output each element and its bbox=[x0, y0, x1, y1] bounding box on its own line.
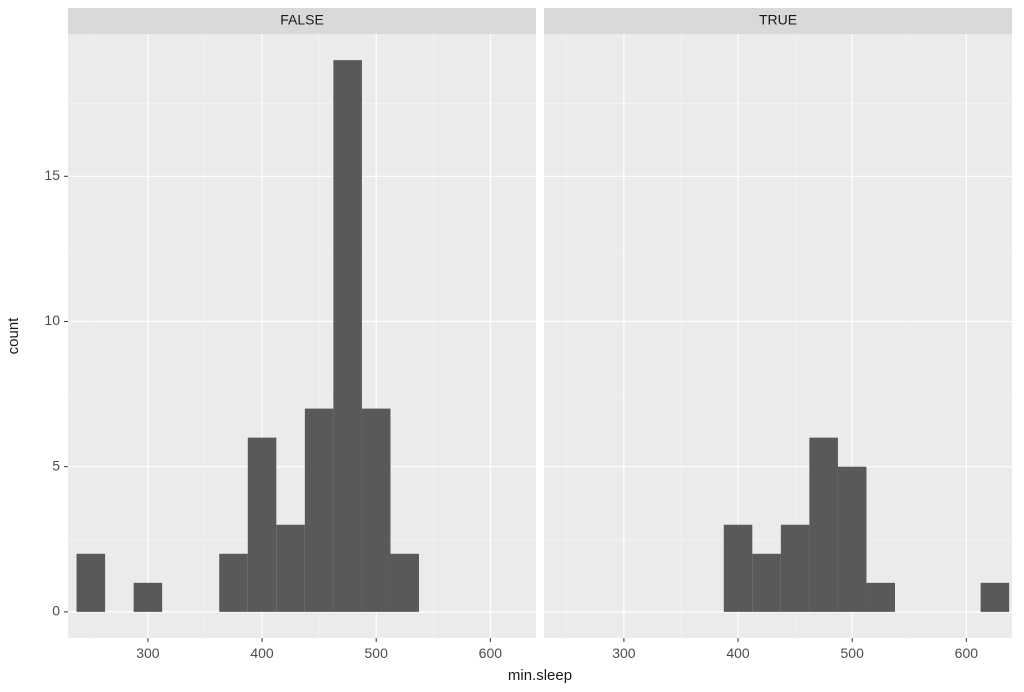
x-tick-label: 400 bbox=[250, 645, 274, 661]
histogram-bar bbox=[981, 583, 1010, 612]
x-tick-label: 600 bbox=[955, 645, 979, 661]
histogram-bar bbox=[333, 60, 362, 612]
histogram-bar bbox=[305, 409, 334, 612]
histogram-bar bbox=[781, 525, 810, 612]
histogram-bar bbox=[838, 467, 867, 612]
y-axis-title: count bbox=[5, 317, 22, 355]
histogram-bar bbox=[362, 409, 391, 612]
faceted-histogram: FALSE 300 400 500 600 TRUE 300 400 500 600 0 5 10 15 m… bbox=[0, 0, 1024, 692]
histogram-bar bbox=[77, 554, 106, 612]
histogram-bar bbox=[134, 583, 163, 612]
y-tick-label: 5 bbox=[52, 457, 60, 473]
y-tick-label: 10 bbox=[44, 312, 60, 328]
histogram-bar bbox=[276, 525, 305, 612]
y-tick-label: 0 bbox=[52, 603, 60, 619]
histogram-bar bbox=[752, 554, 781, 612]
panel-background bbox=[544, 34, 1012, 638]
x-tick-label: 300 bbox=[612, 645, 636, 661]
x-tick-label: 500 bbox=[841, 645, 865, 661]
histogram-bar bbox=[809, 438, 838, 612]
histogram-bar bbox=[219, 554, 248, 612]
histogram-bar bbox=[248, 438, 277, 612]
x-tick-label: 400 bbox=[726, 645, 750, 661]
x-tick-label: 600 bbox=[479, 645, 503, 661]
x-axis-title: min.sleep bbox=[508, 667, 572, 684]
x-tick-label: 300 bbox=[136, 645, 160, 661]
facet-strip-label: TRUE bbox=[759, 12, 797, 28]
histogram-bar bbox=[390, 554, 419, 612]
histogram-bar bbox=[724, 525, 753, 612]
x-tick-label: 500 bbox=[365, 645, 389, 661]
facet-strip-label: FALSE bbox=[280, 12, 324, 28]
histogram-bar bbox=[866, 583, 895, 612]
y-tick-label: 15 bbox=[44, 167, 60, 183]
